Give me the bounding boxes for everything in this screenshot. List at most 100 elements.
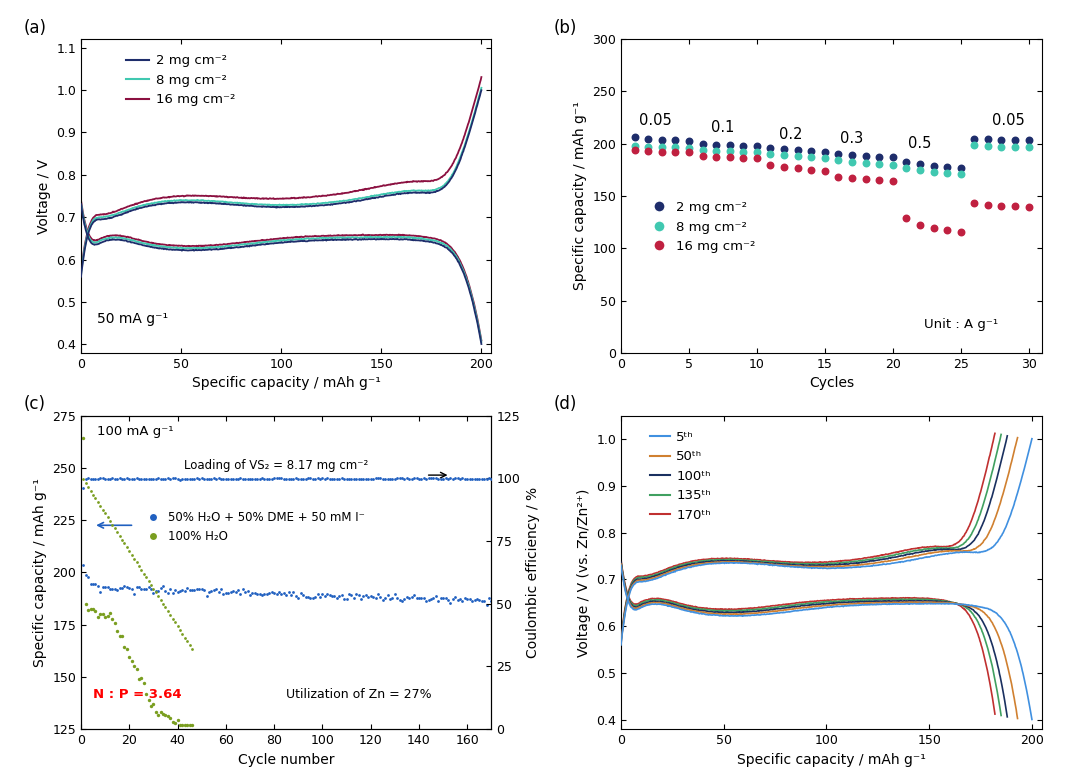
Point (125, 588, 143, 601)
Point (362, 590, 379, 602)
Point (680, 142, 698, 154)
Point (707, 145, 725, 158)
Point (150, 709, 167, 721)
Point (391, 593, 408, 606)
Point (154, 472, 172, 485)
Point (246, 587, 264, 600)
Point (137, 571, 154, 583)
Point (176, 472, 193, 485)
Point (154, 708, 172, 720)
Point (401, 472, 418, 485)
Point (150, 472, 167, 485)
Point (680, 146, 698, 158)
Point (912, 158, 929, 170)
Point (316, 590, 334, 602)
Y-axis label: Coulombic efficiency / %: Coulombic efficiency / % (526, 487, 540, 658)
Point (379, 473, 396, 485)
Point (184, 719, 201, 731)
Point (90, 495, 107, 508)
Point (123, 655, 140, 668)
X-axis label: Specific capacity / mAh g⁻¹: Specific capacity / mAh g⁻¹ (738, 753, 926, 767)
Point (680, 134, 698, 147)
Point (446, 472, 463, 485)
Point (162, 712, 179, 724)
Point (104, 518, 121, 531)
Legend: 2 mg cm⁻², 8 mg cm⁻², 16 mg cm⁻²: 2 mg cm⁻², 8 mg cm⁻², 16 mg cm⁻² (121, 49, 241, 111)
Point (80, 472, 97, 485)
Point (285, 473, 302, 485)
Point (297, 473, 314, 485)
Point (147, 586, 164, 599)
Point (135, 473, 152, 485)
Point (90, 611, 107, 623)
Point (273, 472, 291, 485)
Point (437, 592, 455, 604)
Point (121, 651, 138, 663)
Point (463, 594, 481, 607)
Point (444, 593, 461, 605)
Point (84, 472, 102, 485)
Point (195, 584, 213, 597)
Text: 0.05: 0.05 (991, 113, 1025, 128)
Point (181, 583, 199, 596)
Point (639, 132, 657, 145)
Point (166, 472, 184, 485)
Point (440, 473, 457, 485)
Point (215, 473, 232, 485)
Point (251, 588, 268, 601)
Point (96, 612, 113, 624)
Point (761, 142, 779, 154)
Point (323, 472, 340, 485)
Point (143, 579, 160, 591)
Point (137, 688, 154, 700)
Text: 0.3: 0.3 (840, 131, 864, 146)
Point (166, 583, 184, 596)
Text: N : P = 3.64: N : P = 3.64 (93, 688, 181, 701)
Text: (a): (a) (24, 19, 46, 37)
Y-axis label: Specific capacity / mAh g⁻¹: Specific capacity / mAh g⁻¹ (572, 102, 586, 290)
Point (176, 631, 193, 644)
Point (157, 708, 174, 720)
Point (1007, 140, 1024, 153)
Point (225, 473, 242, 485)
Point (360, 473, 377, 485)
Point (355, 473, 373, 485)
Point (297, 591, 314, 604)
Point (454, 472, 471, 485)
X-axis label: Cycles: Cycles (809, 376, 854, 390)
Point (387, 473, 404, 485)
Point (80, 604, 97, 616)
Point (90, 473, 107, 485)
Point (159, 472, 176, 485)
Point (389, 592, 406, 604)
Point (953, 225, 970, 238)
Point (121, 545, 138, 557)
Point (270, 472, 287, 485)
Point (152, 582, 170, 594)
Point (248, 588, 266, 601)
Point (639, 140, 657, 153)
Point (993, 200, 1010, 212)
Point (254, 472, 271, 485)
Point (461, 473, 478, 485)
Point (379, 589, 396, 601)
Point (135, 568, 152, 580)
Point (131, 560, 148, 572)
Point (234, 473, 252, 485)
Point (307, 590, 324, 603)
Point (1007, 133, 1024, 146)
Point (301, 591, 319, 604)
Point (418, 473, 435, 485)
Point (159, 710, 176, 722)
Y-axis label: Voltage / V (vs. Zn/Zn²⁺): Voltage / V (vs. Zn/Zn²⁺) (577, 488, 591, 656)
Point (113, 473, 131, 485)
Point (469, 592, 486, 604)
Point (639, 145, 657, 158)
Point (401, 592, 418, 604)
Point (437, 472, 455, 485)
Point (116, 641, 133, 653)
Point (775, 149, 793, 162)
Point (109, 473, 126, 485)
Point (116, 537, 133, 550)
Point (203, 473, 220, 485)
